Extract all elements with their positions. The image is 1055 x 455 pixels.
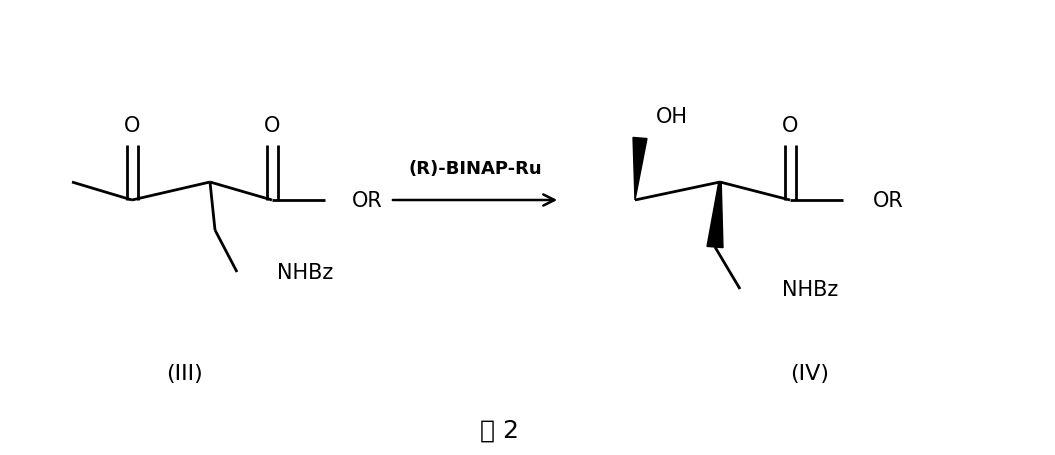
- Text: (IV): (IV): [790, 363, 829, 383]
- Text: O: O: [782, 116, 799, 136]
- Polygon shape: [633, 138, 647, 201]
- Text: (R)-BINAP-Ru: (R)-BINAP-Ru: [408, 160, 542, 177]
- Text: OH: OH: [656, 107, 688, 127]
- Polygon shape: [707, 182, 723, 248]
- Text: OR: OR: [352, 191, 383, 211]
- Text: NHBz: NHBz: [782, 279, 839, 299]
- Text: (III): (III): [167, 363, 204, 383]
- Text: 式 2: 式 2: [480, 418, 519, 442]
- Text: O: O: [264, 116, 281, 136]
- Text: O: O: [123, 116, 140, 136]
- Text: OR: OR: [872, 191, 904, 211]
- Text: NHBz: NHBz: [277, 263, 333, 283]
